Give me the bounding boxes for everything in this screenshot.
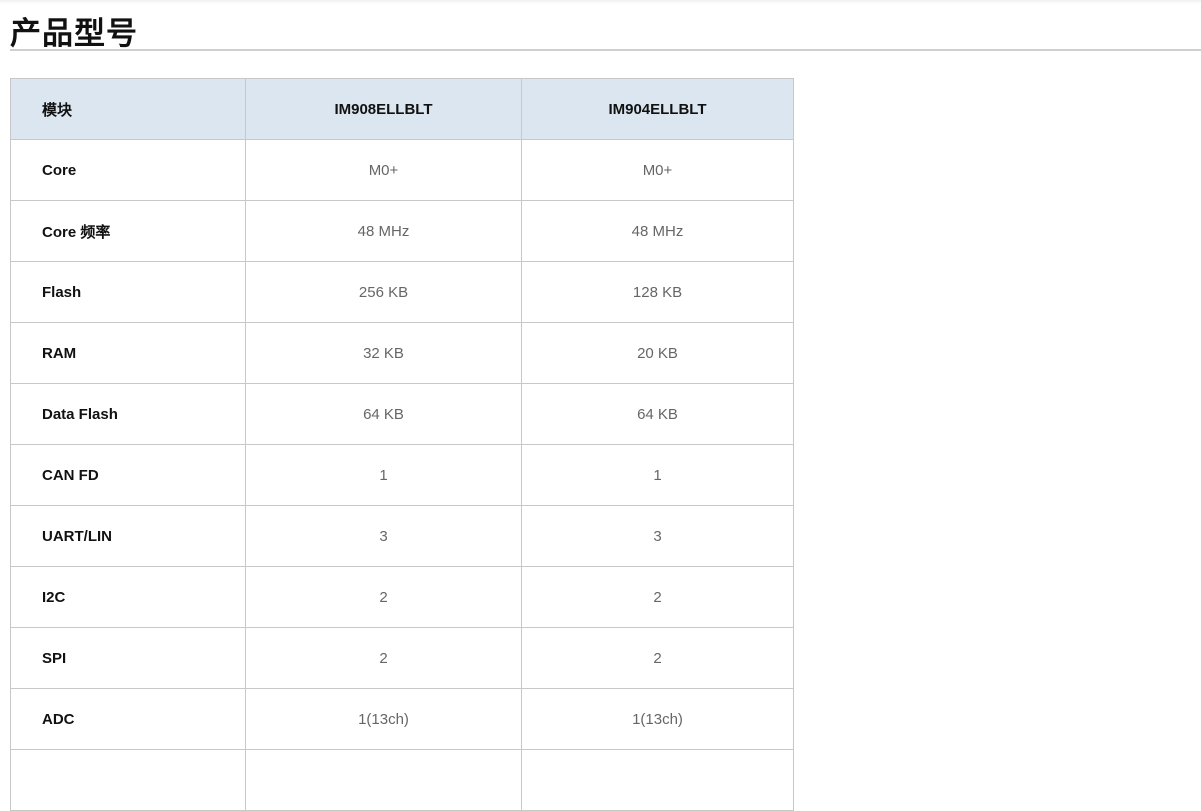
row-label: Core 频率: [10, 200, 246, 262]
row-label: ADC: [10, 688, 246, 750]
table-row: Core M0+ M0+: [10, 139, 794, 201]
row-label: Flash: [10, 261, 246, 323]
table-row: Data Flash 64 KB 64 KB: [10, 383, 794, 445]
row-value: 256 KB: [245, 261, 522, 323]
row-value: 3: [245, 505, 522, 567]
table-row: RAM 32 KB 20 KB: [10, 322, 794, 384]
row-value: 1(13ch): [245, 688, 522, 750]
row-cell: [245, 749, 522, 811]
page-title: 产品型号: [10, 16, 138, 51]
row-value: 1: [521, 444, 794, 506]
row-cell: [521, 749, 794, 811]
table-header-row: 模块 IM908ELLBLT IM904ELLBLT: [10, 78, 794, 140]
row-cell: [10, 749, 246, 811]
table-row: UART/LIN 3 3: [10, 505, 794, 567]
row-label: I2C: [10, 566, 246, 628]
table-row: I2C 2 2: [10, 566, 794, 628]
row-label: Core: [10, 139, 246, 201]
row-value: 1: [245, 444, 522, 506]
row-label: SPI: [10, 627, 246, 689]
row-value: 2: [245, 566, 522, 628]
table-row: ADC 1(13ch) 1(13ch): [10, 688, 794, 750]
header-model-2: IM904ELLBLT: [521, 78, 794, 140]
top-shadow: [0, 0, 1201, 4]
row-value: 3: [521, 505, 794, 567]
table-row-continued: [10, 749, 794, 811]
title-divider: [10, 49, 1201, 51]
table-row: CAN FD 1 1: [10, 444, 794, 506]
row-label: UART/LIN: [10, 505, 246, 567]
row-label: RAM: [10, 322, 246, 384]
row-value: 64 KB: [245, 383, 522, 445]
header-module: 模块: [10, 78, 246, 140]
row-value: 1(13ch): [521, 688, 794, 750]
row-value: 2: [245, 627, 522, 689]
table-row: Flash 256 KB 128 KB: [10, 261, 794, 323]
row-value: M0+: [245, 139, 522, 201]
row-value: M0+: [521, 139, 794, 201]
row-label: Data Flash: [10, 383, 246, 445]
row-value: 2: [521, 627, 794, 689]
header-model-1: IM908ELLBLT: [245, 78, 522, 140]
row-value: 20 KB: [521, 322, 794, 384]
row-value: 128 KB: [521, 261, 794, 323]
row-value: 2: [521, 566, 794, 628]
row-label: CAN FD: [10, 444, 246, 506]
table-row: Core 频率 48 MHz 48 MHz: [10, 200, 794, 262]
table-row: SPI 2 2: [10, 627, 794, 689]
product-model-table: 模块 IM908ELLBLT IM904ELLBLT Core M0+ M0+ Cor…: [10, 78, 794, 811]
row-value: 48 MHz: [245, 200, 522, 262]
row-value: 64 KB: [521, 383, 794, 445]
row-value: 48 MHz: [521, 200, 794, 262]
row-value: 32 KB: [245, 322, 522, 384]
